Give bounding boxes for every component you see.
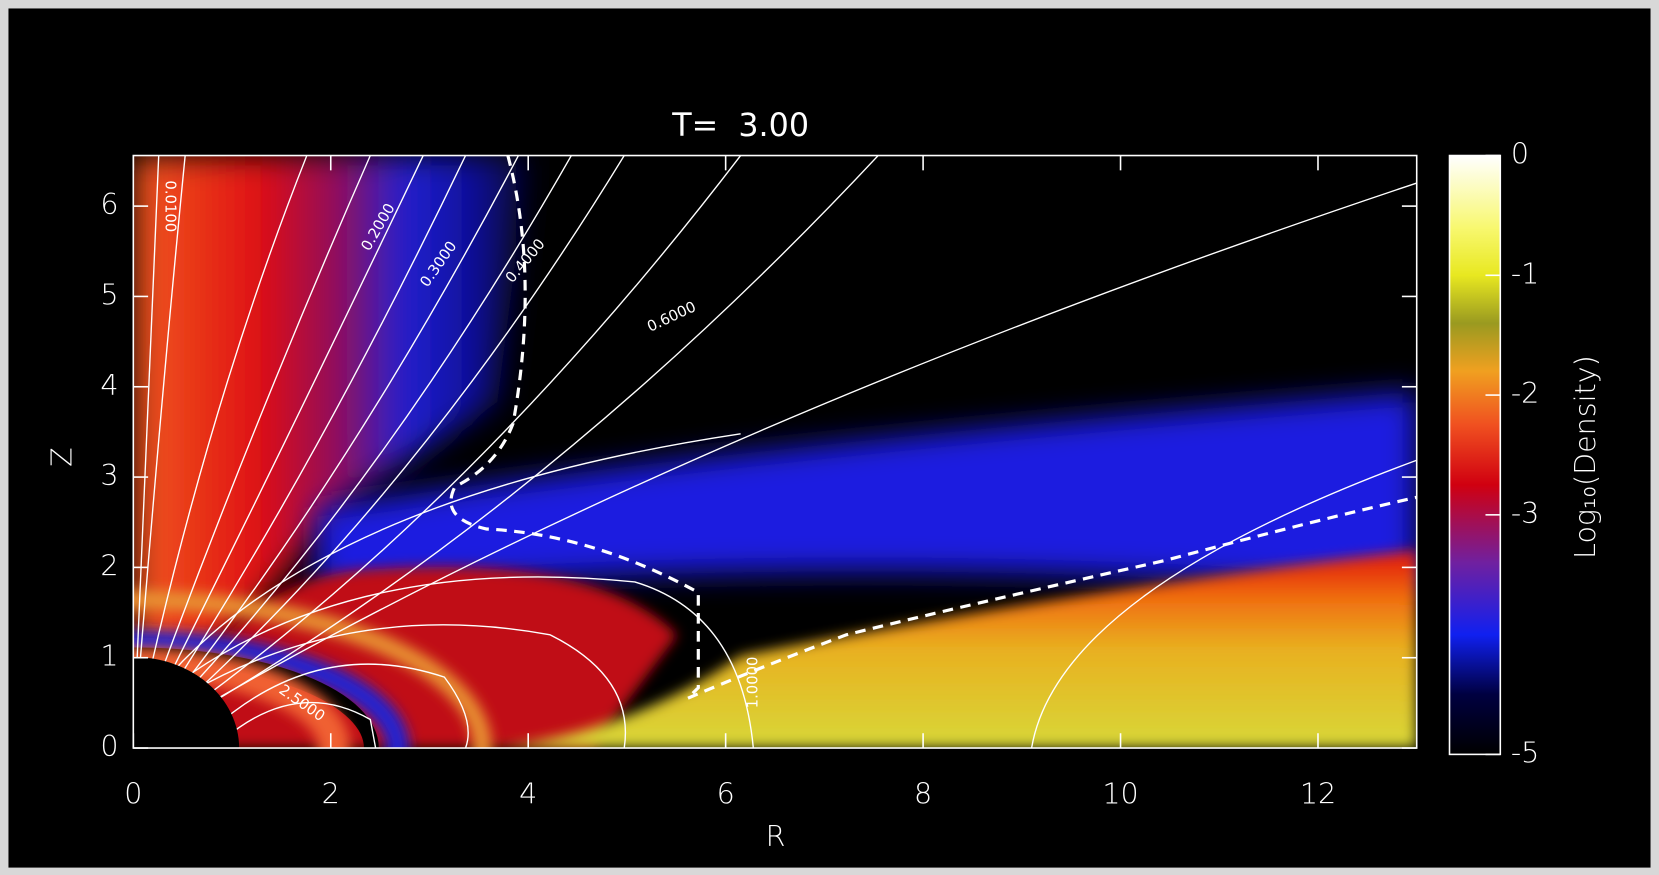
x-tick-label: 12: [1300, 777, 1336, 811]
colorbar-tick-label: -1: [1511, 256, 1539, 290]
y-tick-label: 4: [100, 368, 118, 402]
x-tick-label: 2: [322, 777, 340, 811]
star: [133, 657, 240, 749]
colorbar-tick-label: -2: [1511, 376, 1539, 410]
y-tick-label: 3: [100, 458, 118, 492]
colorbar-tick-label: -5: [1511, 735, 1539, 769]
y-tick-label: 2: [100, 548, 118, 582]
x-tick-label: 0: [124, 777, 142, 811]
y-tick-label: 1: [100, 639, 118, 673]
plot-frame: [132, 154, 1418, 749]
x-tick-label: 6: [717, 777, 735, 811]
x-tick-label: 4: [519, 777, 537, 811]
y-tick-label: 0: [100, 729, 118, 763]
colorbar-tick-label: -3: [1511, 496, 1539, 530]
y-tick-label: 5: [100, 277, 118, 311]
x-tick-label: 10: [1102, 777, 1138, 811]
colorbar-label: Log₁₀(Density): [1568, 355, 1602, 559]
contour-lines: [133, 155, 1417, 749]
x-tick-label: 8: [914, 777, 932, 811]
colorbar-tick-label: 0: [1511, 137, 1529, 171]
y-tick-label: 6: [100, 187, 118, 221]
x-axis-label: R: [766, 819, 786, 853]
colorbar: [1448, 154, 1502, 756]
contour-label: 0.0100: [161, 180, 178, 232]
chart-title: T= 3.00: [671, 108, 809, 144]
contour-label: 1.0000: [744, 657, 761, 709]
density-field: [133, 155, 1417, 749]
y-axis-label: Z: [44, 447, 78, 467]
